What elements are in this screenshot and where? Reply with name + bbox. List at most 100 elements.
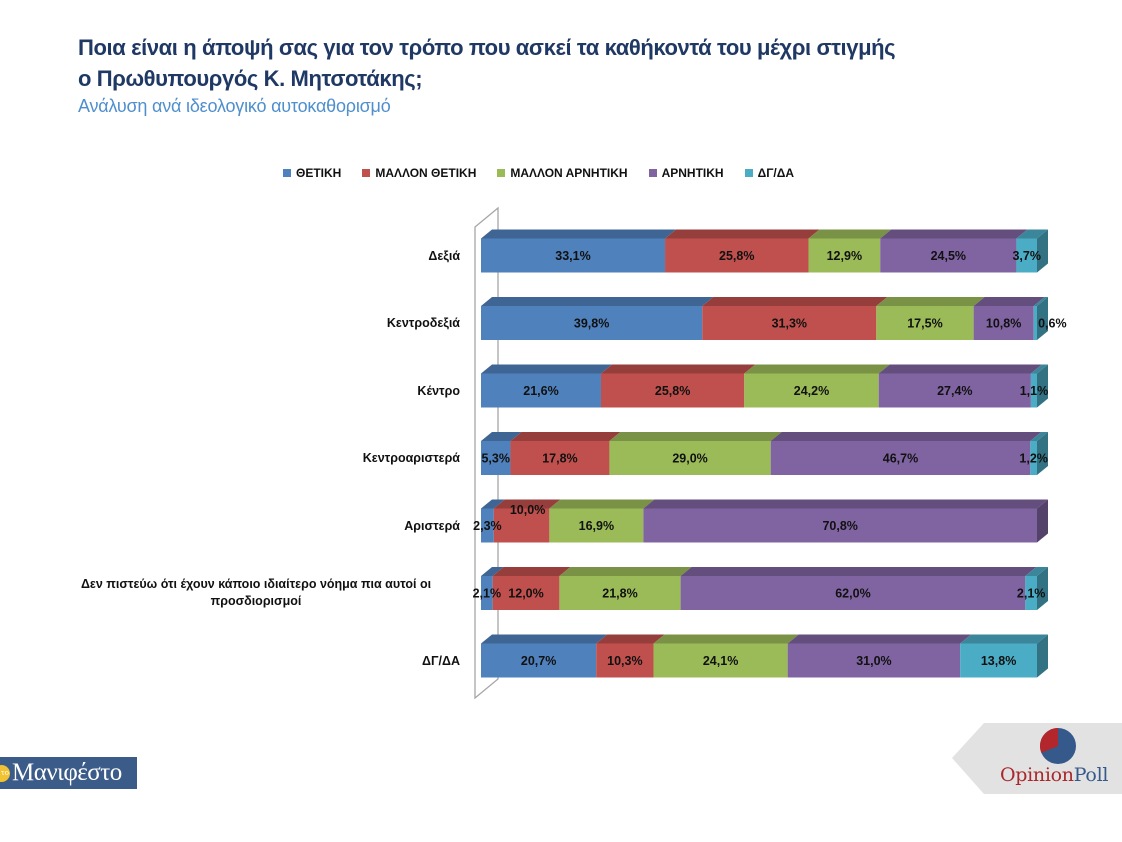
data-label-dk-na: 1,2% (1019, 452, 1048, 466)
data-label-rather-negative: 17,5% (907, 317, 942, 331)
data-label-rather-negative: 24,2% (794, 384, 829, 398)
data-label-negative: 70,8% (822, 519, 857, 533)
bar-segment-dk-na (1030, 441, 1037, 475)
bar-row (481, 229, 1048, 273)
category-label: Κεντροαριστερά (40, 449, 460, 467)
data-label-positive: 39,8% (574, 317, 609, 331)
legend-swatch-icon (283, 169, 291, 177)
chart-title: Ποια είναι η άποψή σας για τον τρόπο που… (78, 32, 1078, 94)
bar-segment-negative (880, 238, 1017, 273)
bar-segment-top-rather-positive (510, 432, 621, 441)
bar-row (481, 567, 1048, 610)
bar-segment-top-rather-positive (600, 364, 756, 374)
legend-label: ΘΕΤΙΚΗ (296, 166, 342, 180)
bar-side-dk-na (1037, 634, 1048, 678)
bar-segment-negative (680, 576, 1026, 610)
bar-segment-top-positive (481, 364, 612, 374)
category-label-text: Δεξιά (428, 248, 460, 263)
bar-row (481, 499, 1048, 543)
bar-segment-rather-negative (808, 238, 881, 273)
bar-side-dk-na (1037, 229, 1048, 273)
bar-segment-rather-positive (596, 643, 654, 678)
bar-segment-top-positive (481, 297, 714, 306)
manifesto-logo: το Μανιφέστο (0, 757, 137, 789)
legend: ΘΕΤΙΚΗ ΜΑΛΛΟΝ ΘΕΤΙΚΗ ΜΑΛΛΟΝ ΑΡΝΗΤΙΚΗ ΑΡΝ… (283, 166, 794, 180)
bar-side-dk-na (1037, 432, 1048, 475)
bar-segment-negative (770, 441, 1031, 475)
bar-segment-rather-positive (665, 238, 809, 273)
data-label-rather-positive: 10,3% (607, 654, 642, 668)
bar-segment-negative (787, 643, 961, 678)
bar-segment-rather-negative (549, 508, 644, 543)
bar-segment-rather-positive (702, 306, 877, 340)
data-label-negative: 27,4% (937, 384, 972, 398)
bar-segment-negative (973, 306, 1034, 340)
chart-back-wall (474, 206, 499, 700)
data-label-rather-negative: 29,0% (672, 452, 707, 466)
bar-row (481, 432, 1048, 475)
bar-segment-positive (481, 643, 597, 678)
category-label-text: Κεντροαριστερά (362, 451, 460, 465)
data-label-dk-na: 3,7% (1012, 249, 1041, 263)
data-label-rather-positive: 25,8% (655, 384, 690, 398)
bar-segment-top-negative (787, 634, 972, 644)
bar-segment-top-dk-na (1016, 229, 1048, 239)
category-label: ΔΓ/ΔΑ (40, 652, 460, 670)
bar-segment-top-positive (481, 567, 504, 576)
manifesto-logo-text: Μανιφέστο (12, 759, 122, 786)
chart-subtitle: Ανάλυση ανά ιδεολογικό αυτοκαθορισμό (78, 96, 391, 116)
bar-segment-dk-na (1025, 576, 1037, 610)
data-label-negative: 24,5% (931, 249, 966, 263)
bar-row (481, 297, 1048, 340)
bar-segment-top-rather-positive (492, 567, 571, 576)
data-label-positive: 20,7% (521, 654, 556, 668)
bar-segment-top-dk-na (1030, 432, 1048, 441)
legend-item-positive: ΘΕΤΙΚΗ (283, 166, 341, 180)
bar-side-dk-na (1037, 364, 1048, 408)
bar-segment-positive (481, 508, 494, 543)
bar-segment-negative (878, 373, 1031, 408)
data-label-negative: 62,0% (835, 587, 870, 601)
bar-segment-rather-positive (493, 508, 550, 543)
data-label-dk-na: 2,1% (1017, 587, 1046, 601)
bar-segment-top-rather-positive (493, 499, 561, 509)
bar-segment-negative (643, 508, 1037, 543)
bar-segment-top-rather-negative (549, 499, 655, 509)
bar-segment-dk-na (1030, 373, 1037, 408)
data-label-negative: 10,8% (986, 317, 1021, 331)
legend-label: ΜΑΛΛΟΝ ΘΕΤΙΚΗ (375, 166, 477, 180)
bar-segment-top-rather-negative (876, 297, 985, 306)
bar-segment-top-positive (481, 634, 608, 644)
title-line-2: ο Πρωθυπουργός Κ. Μητσοτάκης; (78, 66, 423, 91)
bar-segment-top-dk-na (1033, 297, 1048, 306)
category-label-text: Κεντροδεξιά (386, 316, 460, 330)
legend-item-rather-negative: ΜΑΛΛΟΝ ΑΡΝΗΤΙΚΗ (497, 166, 628, 180)
bar-segment-rather-positive (600, 373, 745, 408)
data-label-rather-positive: 17,8% (542, 452, 577, 466)
bar-segment-top-dk-na (1030, 364, 1048, 374)
bar-segment-top-negative (770, 432, 1042, 441)
data-label-dk-na: 1,1% (1020, 384, 1049, 398)
data-label-rather-negative: 24,1% (703, 654, 738, 668)
bar-segment-rather-negative (609, 441, 771, 475)
legend-swatch-icon (648, 169, 657, 177)
bar-segment-dk-na (1033, 306, 1037, 340)
legend-item-dk-na: ΔΓ/ΔΑ (744, 166, 794, 180)
bar-segment-top-negative (643, 499, 1048, 509)
data-label-positive: 2,3% (473, 519, 502, 533)
legend-swatch-icon (744, 169, 753, 177)
bar-segment-rather-negative (559, 576, 681, 610)
bar-segment-top-rather-negative (559, 567, 692, 576)
bar-segment-top-rather-negative (808, 229, 892, 239)
bar-segment-rather-negative (744, 373, 879, 408)
category-label-text: Δεν πιστεύω ότι έχουν κάποιο ιδιαίτερο ν… (80, 577, 432, 608)
bar-segment-rather-positive (510, 441, 610, 475)
data-label-rather-positive: 10,0% (510, 503, 545, 517)
legend-swatch-icon (362, 169, 371, 177)
category-label: Κέντρο (40, 382, 460, 400)
bar-segment-top-negative (680, 567, 1037, 576)
legend-item-negative: ΑΡΝΗΤΙΚΗ (648, 166, 724, 180)
category-label-text: Κέντρο (417, 383, 460, 398)
bar-segment-positive (481, 238, 666, 273)
